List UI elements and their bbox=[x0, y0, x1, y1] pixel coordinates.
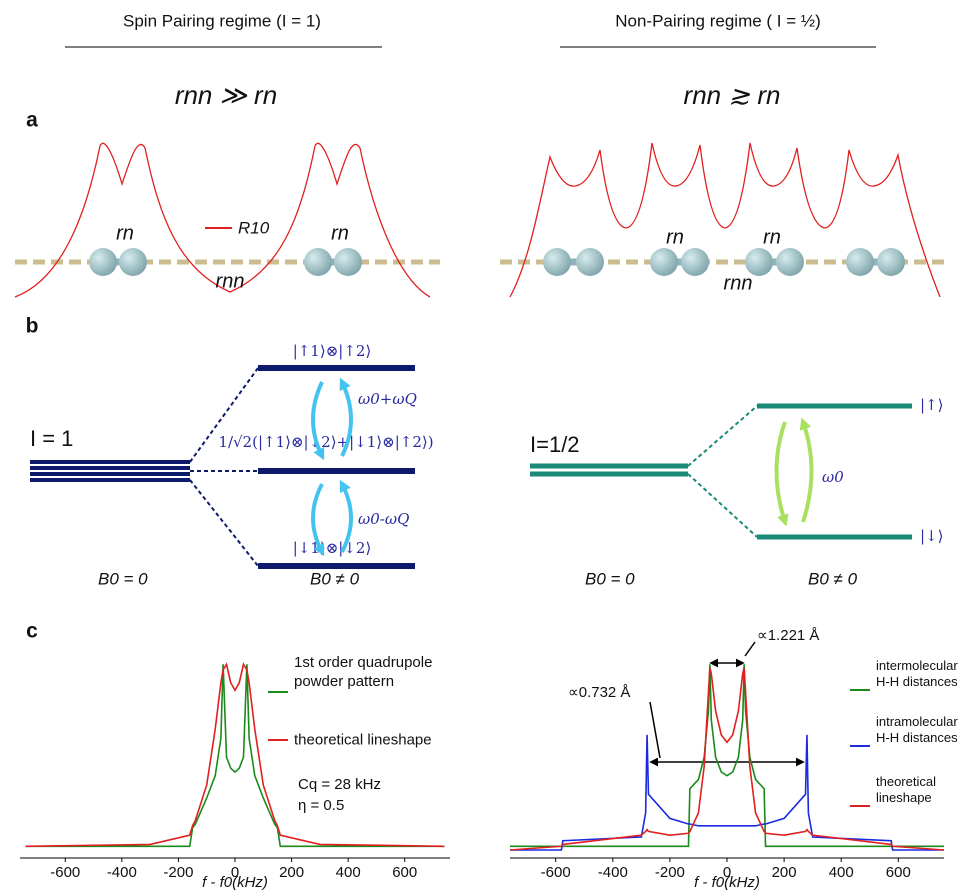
distance-label: rnn bbox=[724, 272, 753, 294]
energy-levels bbox=[530, 403, 912, 540]
x-tick-label: 400 bbox=[829, 864, 854, 881]
transition-label: ω0-ωQ bbox=[358, 510, 409, 528]
state-label: |↑1⟩⊗|↑2⟩ bbox=[293, 342, 372, 360]
distance-label: rnn bbox=[216, 270, 245, 292]
x-tick-label: -600 bbox=[541, 864, 571, 881]
transition-label: ω0 bbox=[822, 468, 844, 486]
molecule bbox=[304, 248, 362, 276]
potential-curve bbox=[509, 142, 941, 298]
legend-label: theoretical lineshape bbox=[876, 774, 936, 805]
x-tick-label: -600 bbox=[50, 864, 80, 881]
x-tick-label: 600 bbox=[392, 864, 417, 881]
x-axis-label: f - f0(kHz) bbox=[202, 874, 268, 891]
legend-label: intramolecular H-H distances bbox=[876, 714, 958, 745]
x-tick-label: 200 bbox=[279, 864, 304, 881]
x-tick-label: 600 bbox=[886, 864, 911, 881]
field-label: B0 ≠ 0 bbox=[808, 569, 858, 588]
spin-label: I=1/2 bbox=[530, 432, 580, 457]
annotation: η = 0.5 bbox=[298, 797, 344, 814]
x-tick-label: 200 bbox=[772, 864, 797, 881]
right-title: Non-Pairing regime ( I = ½) bbox=[615, 11, 821, 30]
molecule bbox=[846, 248, 905, 276]
annotation: ∝0.732 Å bbox=[568, 684, 630, 701]
legend-label: 1st order quadrupole powder pattern bbox=[294, 654, 433, 690]
distance-label: rn bbox=[763, 226, 781, 248]
legend-label: intermolecular H-H distances bbox=[876, 658, 958, 689]
legend-label: theoretical lineshape bbox=[294, 731, 432, 749]
molecule bbox=[89, 248, 147, 276]
left-condition: rnn ≫ rn bbox=[175, 80, 277, 110]
state-label: |↓⟩ bbox=[920, 527, 943, 545]
energy-levels bbox=[30, 365, 415, 569]
panel-label: b bbox=[26, 315, 39, 338]
distance-arrows bbox=[649, 641, 805, 767]
field-label: B0 = 0 bbox=[585, 569, 635, 588]
x-tick-label: -200 bbox=[655, 864, 685, 881]
spin-label: I = 1 bbox=[30, 426, 73, 451]
molecule bbox=[745, 248, 804, 276]
state-label: |↓1⟩⊗|↓2⟩ bbox=[293, 539, 372, 557]
potential-curve bbox=[14, 142, 431, 298]
panel-label: c bbox=[26, 620, 38, 643]
lineshape bbox=[510, 664, 944, 848]
x-tick-label: 0 bbox=[723, 864, 731, 881]
x-tick-label: -400 bbox=[598, 864, 628, 881]
x-tick-label: -400 bbox=[107, 864, 137, 881]
annotation: ∝1.221 Å bbox=[757, 627, 819, 644]
molecule bbox=[543, 248, 604, 276]
right-condition: rnn ≳ rn bbox=[684, 80, 781, 110]
x-axis-label: f - f0(kHz) bbox=[694, 874, 760, 891]
field-label: B0 = 0 bbox=[98, 569, 148, 588]
lineshape bbox=[510, 734, 944, 851]
left-title: Spin Pairing regime (I = 1) bbox=[123, 11, 321, 30]
panel-label: a bbox=[26, 109, 38, 132]
lineshape bbox=[25, 664, 445, 848]
state-label: |↑⟩ bbox=[920, 396, 943, 414]
x-tick-label: 400 bbox=[336, 864, 361, 881]
x-tick-label: -200 bbox=[163, 864, 193, 881]
transition-label: ω0+ωQ bbox=[358, 390, 417, 408]
distance-label: rn bbox=[116, 222, 134, 244]
molecule bbox=[650, 248, 709, 276]
lineshape bbox=[25, 662, 445, 848]
state-label: 1/√2(|↑1⟩⊗|↓2⟩+|↓1⟩⊗|↑2⟩) bbox=[218, 433, 433, 451]
transition-arrows bbox=[311, 377, 353, 557]
annotation: Cq = 28 kHz bbox=[298, 776, 381, 793]
transition-arrows bbox=[774, 417, 814, 527]
field-label: B0 ≠ 0 bbox=[310, 569, 360, 588]
distance-label: rn bbox=[331, 222, 349, 244]
lineshape bbox=[509, 667, 945, 851]
x-tick-label: 0 bbox=[231, 864, 239, 881]
legend-label: R10 bbox=[238, 218, 270, 237]
distance-label: rn bbox=[666, 226, 684, 248]
